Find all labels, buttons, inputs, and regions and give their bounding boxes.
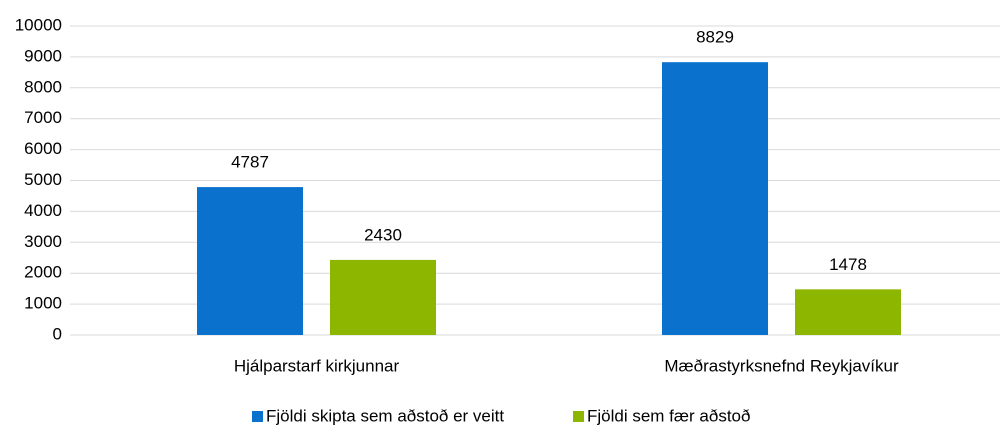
bar bbox=[662, 62, 768, 335]
data-label: 1478 bbox=[829, 255, 867, 274]
y-tick-label: 0 bbox=[53, 324, 62, 343]
y-tick-label: 5000 bbox=[24, 170, 62, 189]
bar bbox=[197, 187, 303, 335]
data-label: 8829 bbox=[696, 28, 734, 47]
x-tick-label: Mæðrastyrksnefnd Reykjavíkur bbox=[664, 356, 899, 375]
bar bbox=[330, 259, 436, 335]
legend-swatch bbox=[252, 411, 263, 422]
y-tick-label: 6000 bbox=[24, 139, 62, 158]
y-tick-label: 2000 bbox=[24, 263, 62, 282]
y-tick-label: 4000 bbox=[24, 201, 62, 220]
y-tick-label: 9000 bbox=[24, 46, 62, 65]
data-label: 4787 bbox=[231, 153, 269, 172]
y-tick-label: 10000 bbox=[15, 15, 62, 34]
y-tick-label: 1000 bbox=[24, 294, 62, 313]
legend-swatch bbox=[573, 411, 584, 422]
y-tick-label: 7000 bbox=[24, 108, 62, 127]
legend-label: Fjöldi skipta sem aðstoð er veitt bbox=[266, 406, 504, 425]
y-tick-label: 8000 bbox=[24, 77, 62, 96]
y-tick-label: 3000 bbox=[24, 232, 62, 251]
x-tick-label: Hjálparstarf kirkjunnar bbox=[234, 356, 400, 375]
bar bbox=[795, 289, 901, 335]
data-label: 2430 bbox=[364, 225, 402, 244]
legend-label: Fjöldi sem fær aðstoð bbox=[587, 406, 750, 425]
